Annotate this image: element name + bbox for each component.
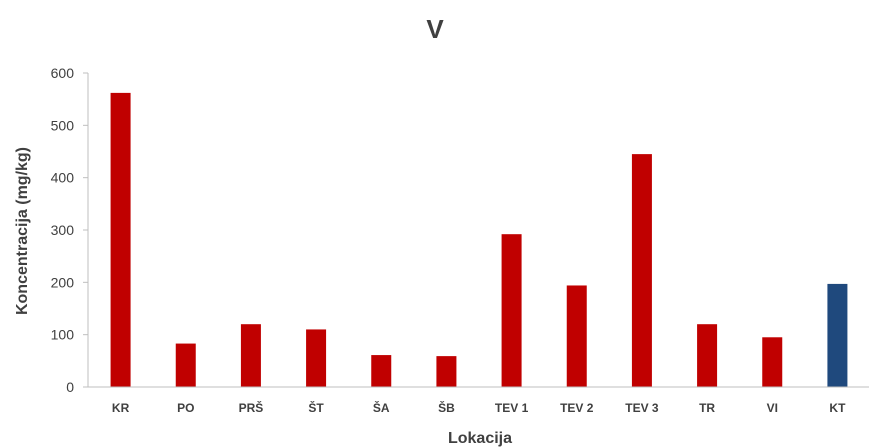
- x-tick-label: TEV 3: [625, 401, 659, 415]
- bar-prš: [240, 324, 261, 387]
- bar-šb: [436, 356, 457, 387]
- y-tick-label: 300: [51, 222, 75, 238]
- y-axis-title: Koncentracija (mg/kg): [14, 147, 31, 315]
- y-tick-label: 100: [51, 327, 75, 343]
- x-tick-label: KR: [112, 401, 130, 415]
- y-tick-label: 400: [51, 170, 75, 186]
- x-tick-label: TEV 2: [560, 401, 594, 415]
- chart-title: V: [426, 14, 444, 44]
- x-tick-label: ŠA: [373, 400, 390, 415]
- x-tick-label: ŠT: [308, 400, 324, 415]
- y-tick-label: 0: [66, 379, 74, 395]
- bar-kr: [110, 92, 131, 388]
- y-tick-label: 500: [51, 117, 75, 133]
- bar-tev-1: [501, 234, 522, 387]
- bar-vi: [762, 337, 783, 387]
- bar-ša: [371, 355, 392, 387]
- y-axis-ticks: 0 100 200 300 400 500 600: [51, 65, 88, 395]
- x-tick-label: VI: [767, 401, 778, 415]
- bar-tev-2: [566, 285, 587, 387]
- x-tick-label: TEV 1: [495, 401, 529, 415]
- x-tick-label: PRŠ: [239, 400, 264, 415]
- bar-tr: [697, 324, 718, 387]
- x-tick-label: PO: [177, 401, 194, 415]
- bar-št: [306, 329, 327, 387]
- bar-po: [175, 343, 196, 387]
- y-tick-label: 600: [51, 65, 75, 81]
- x-axis-title: Lokacija: [448, 430, 512, 447]
- x-tick-label: TR: [699, 401, 715, 415]
- bars: [110, 92, 848, 388]
- bar-tev-3: [631, 154, 652, 387]
- x-tick-label: KT: [829, 401, 846, 415]
- y-tick-label: 200: [51, 274, 75, 290]
- bar-kt: [827, 283, 848, 387]
- x-tick-label: ŠB: [438, 400, 455, 415]
- x-axis-labels: KR PO PRŠ ŠT ŠA ŠB TEV 1 TEV 2 TEV 3 TR VI KT: [112, 400, 846, 415]
